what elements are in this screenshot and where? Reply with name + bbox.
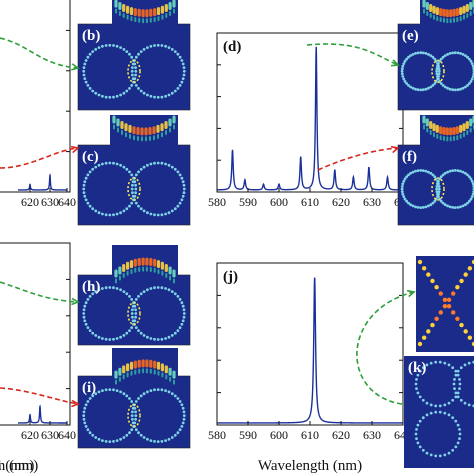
x-tick-label: 630 xyxy=(363,195,381,209)
x-tick-label: 630 xyxy=(41,428,59,442)
arrow-red-i xyxy=(0,387,80,408)
panel-label-k: (k) xyxy=(408,360,426,376)
x-tick-label: 620 xyxy=(332,428,350,442)
panel-label-b: (b) xyxy=(82,28,100,44)
arrow-green-k xyxy=(356,289,416,405)
hotspot-marker xyxy=(127,301,141,326)
chart-bottom-left-partial: 620 630 640 h (nm) xyxy=(0,242,76,474)
x-tick-label: 640 xyxy=(58,195,76,209)
x-tick-label: 620 xyxy=(21,428,39,442)
panel-label-h: (h) xyxy=(82,279,100,295)
hotspot-marker xyxy=(127,177,141,201)
chart-top-left-partial: 620 630 640 xyxy=(0,0,76,209)
x-tick-label: 620 xyxy=(21,195,39,209)
field-image-e: (e) xyxy=(397,0,474,111)
chart-frame xyxy=(216,262,404,426)
chart-j: 580 590 600 610 620 630 640(j)Wavelength (nm) xyxy=(208,262,412,474)
hotspot-marker xyxy=(127,59,141,84)
panel-label-e: (e) xyxy=(402,28,419,44)
hotspot-marker xyxy=(431,59,445,84)
x-axis-title: h (nm) xyxy=(0,458,38,474)
left-axis-title: h (nm) xyxy=(0,458,34,474)
arrow-green-h xyxy=(0,281,80,306)
chart-frame xyxy=(216,32,404,193)
x-tick-label: 610 xyxy=(301,428,319,442)
x-tick-label: 630 xyxy=(41,195,59,209)
panel-label-j: (j) xyxy=(223,269,238,285)
x-tick-label: 620 xyxy=(332,195,350,209)
chart-frame xyxy=(0,0,71,193)
field-image-h: (h) xyxy=(77,245,191,346)
spectrum-line xyxy=(18,173,67,191)
charts-layer: 620630640580590600610620630640(d)6206306… xyxy=(0,0,412,474)
field-image-k: (k) xyxy=(404,256,474,468)
x-tick-label: 580 xyxy=(208,195,226,209)
arrows-layer xyxy=(0,37,416,408)
arrow-red-f xyxy=(317,145,400,171)
spectrum-line xyxy=(18,404,67,424)
x-tick-label: 580 xyxy=(208,428,226,442)
field-image-i: (i) xyxy=(77,348,191,449)
x-tick-label: 610 xyxy=(301,195,319,209)
field-image-b: (b) xyxy=(77,0,191,111)
panel-label-c: (c) xyxy=(82,149,99,165)
arrow-red-c xyxy=(0,145,80,169)
x-tick-label: 590 xyxy=(239,195,257,209)
panel-label-d: (d) xyxy=(223,39,241,55)
labels-layer: h (nm) xyxy=(0,458,34,474)
field-image-f: (f) xyxy=(397,115,474,226)
hotspot-marker xyxy=(127,403,141,428)
hotspot-marker xyxy=(431,177,445,201)
x-tick-label: 600 xyxy=(270,195,288,209)
panel-label-i: (i) xyxy=(82,380,96,396)
field-images-layer: (b) (c) (e) (f) (h) (i) (k) xyxy=(77,0,474,468)
arrow-green-b xyxy=(0,37,80,71)
x-tick-label: 640 xyxy=(58,428,76,442)
field-image-c: (c) xyxy=(77,115,191,226)
x-axis-title: Wavelength (nm) xyxy=(258,458,362,474)
x-tick-label: 630 xyxy=(363,428,381,442)
panel-label-f: (f) xyxy=(402,149,417,165)
x-tick-label: 590 xyxy=(239,428,257,442)
x-tick-label: 600 xyxy=(270,428,288,442)
arrow-green-e xyxy=(306,43,400,67)
chart-frame xyxy=(0,242,71,426)
